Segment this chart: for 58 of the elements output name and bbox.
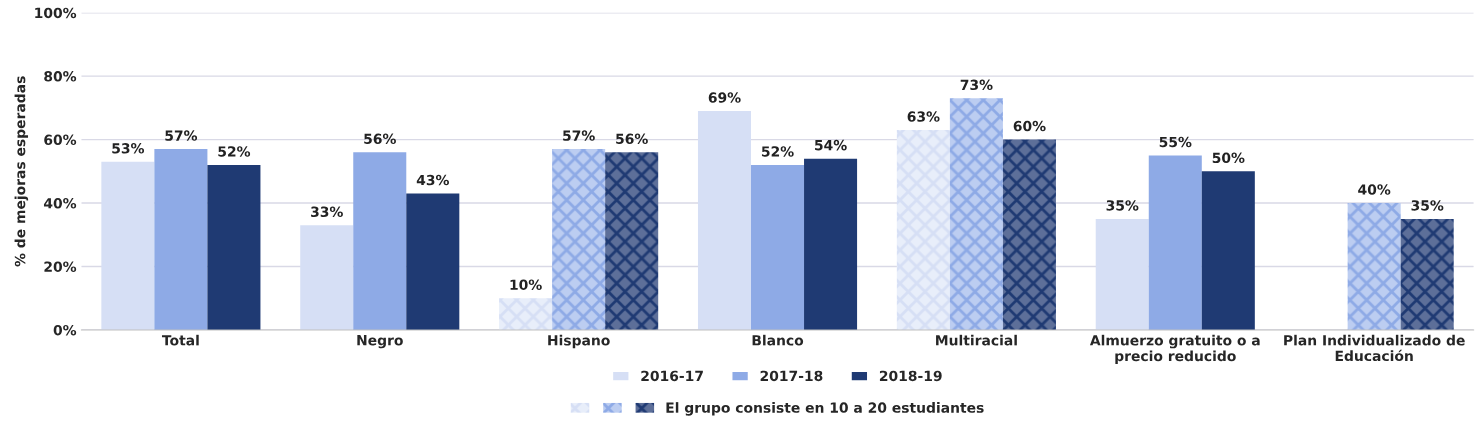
x-tick-label: Total (161, 334, 199, 346)
data-label: 56% (364, 133, 396, 145)
data-label: 10% (510, 279, 542, 290)
bar (353, 152, 407, 330)
bar (1148, 155, 1202, 330)
data-label: 57% (563, 130, 595, 141)
y-tick-label: 20% (44, 261, 77, 272)
data-label: 55% (1159, 136, 1192, 148)
bar (406, 193, 460, 330)
data-label: 43% (416, 174, 449, 186)
data-label: 54% (815, 139, 847, 151)
bar (1400, 218, 1454, 330)
legend-label: 2016-17 (641, 370, 703, 382)
data-label: 73% (960, 79, 993, 91)
data-label: 56% (616, 133, 648, 145)
x-tick-label: Plan Individualizado de Educación (1284, 334, 1465, 362)
y-tick-label: 40% (43, 198, 77, 209)
x-tick-label: Multiracial (936, 334, 1017, 346)
data-label: 52% (218, 146, 251, 157)
y-tick-label: 0% (53, 324, 77, 336)
bar (751, 164, 805, 330)
bar (154, 149, 208, 330)
data-label: 53% (112, 143, 145, 154)
data-label: 33% (311, 206, 343, 217)
bar (207, 164, 261, 330)
bar (1002, 139, 1056, 330)
bar (804, 158, 858, 330)
text: El grupo consiste en 10 a 20 estudiantes (666, 402, 984, 416)
y-tick-label: 60% (44, 134, 77, 146)
data-label: 35% (1106, 200, 1139, 211)
data-label: 52% (761, 146, 794, 157)
data-label: 57% (165, 130, 198, 141)
y-tick-label: 100% (35, 7, 77, 19)
x-tick-label: Almuerzo gratuito o a precio reducido (1089, 334, 1260, 364)
bar (1347, 203, 1401, 330)
bar (1201, 171, 1255, 330)
data-label: 69% (708, 92, 741, 103)
data-label: 50% (1212, 152, 1245, 164)
bar (101, 161, 155, 330)
y-tick-label: 80% (44, 71, 77, 82)
legend-label: 2018-19 (879, 370, 942, 382)
bar (697, 111, 752, 330)
bar (605, 152, 659, 330)
bar (949, 98, 1003, 330)
x-tick-label: Blanco (752, 334, 804, 346)
data-label: 35% (1411, 200, 1444, 211)
x-tick-label: Hispano (548, 334, 610, 349)
legend-label: 2017-18 (760, 370, 823, 382)
bar (552, 149, 606, 330)
bar (499, 298, 553, 330)
data-label: 60% (1013, 120, 1046, 132)
bar (1095, 218, 1149, 330)
bar (300, 225, 354, 330)
bar (896, 130, 950, 330)
data-label: 40% (1358, 184, 1391, 195)
data-label: 63% (907, 111, 940, 122)
x-tick-label: Negro (357, 335, 403, 349)
y-axis-title: % de mejoras esperadas (14, 76, 29, 267)
